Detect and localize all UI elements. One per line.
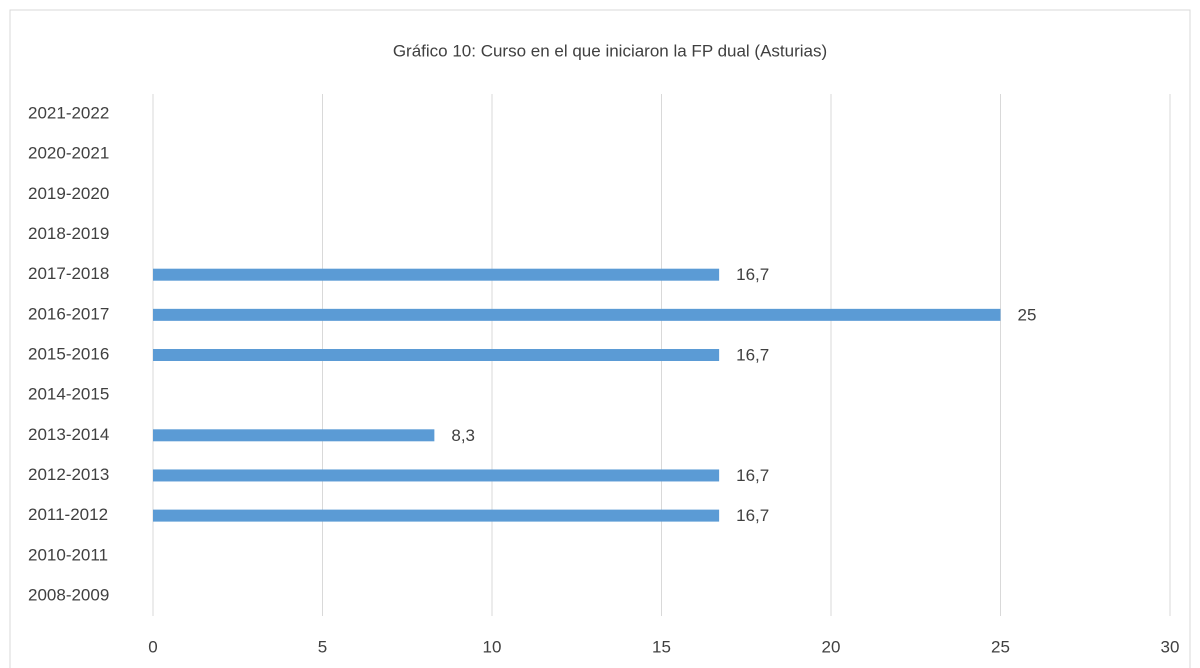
x-tick-label: 30 xyxy=(1161,637,1180,656)
x-tick-label: 20 xyxy=(822,637,841,656)
bar xyxy=(153,308,1001,321)
y-tick-label: 2008-2009 xyxy=(28,585,109,604)
y-tick-label: 2021-2022 xyxy=(28,104,109,123)
data-label: 16,7 xyxy=(736,506,769,525)
y-tick-label: 2015-2016 xyxy=(28,344,109,363)
y-tick-label: 2014-2015 xyxy=(28,385,109,404)
x-tick-label: 15 xyxy=(652,637,671,656)
bar xyxy=(153,429,435,442)
y-tick-label: 2012-2013 xyxy=(28,465,109,484)
data-label: 16,7 xyxy=(736,265,769,284)
x-tick-label: 0 xyxy=(148,637,157,656)
chart-frame xyxy=(9,9,1191,668)
bar xyxy=(153,469,720,482)
x-tick-label: 25 xyxy=(991,637,1010,656)
bar xyxy=(153,268,720,281)
y-tick-label: 2017-2018 xyxy=(28,264,109,283)
y-tick-label: 2016-2017 xyxy=(28,304,109,323)
y-tick-label: 2010-2011 xyxy=(28,545,108,564)
y-tick-label: 2011-2012 xyxy=(28,505,108,524)
x-tick-label: 5 xyxy=(318,637,327,656)
chart-title: Gráfico 10: Curso en el que iniciaron la… xyxy=(393,41,827,60)
data-label: 16,7 xyxy=(736,466,769,485)
bar xyxy=(153,509,720,522)
bar xyxy=(153,349,720,361)
data-label: 8,3 xyxy=(451,426,475,445)
y-tick-label: 2020-2021 xyxy=(28,144,109,163)
data-label: 16,7 xyxy=(736,345,769,364)
x-tick-label: 10 xyxy=(483,637,502,656)
y-tick-label: 2013-2014 xyxy=(28,425,109,444)
y-tick-label: 2019-2020 xyxy=(28,184,109,203)
data-label: 25 xyxy=(1018,305,1037,324)
y-tick-label: 2018-2019 xyxy=(28,224,109,243)
